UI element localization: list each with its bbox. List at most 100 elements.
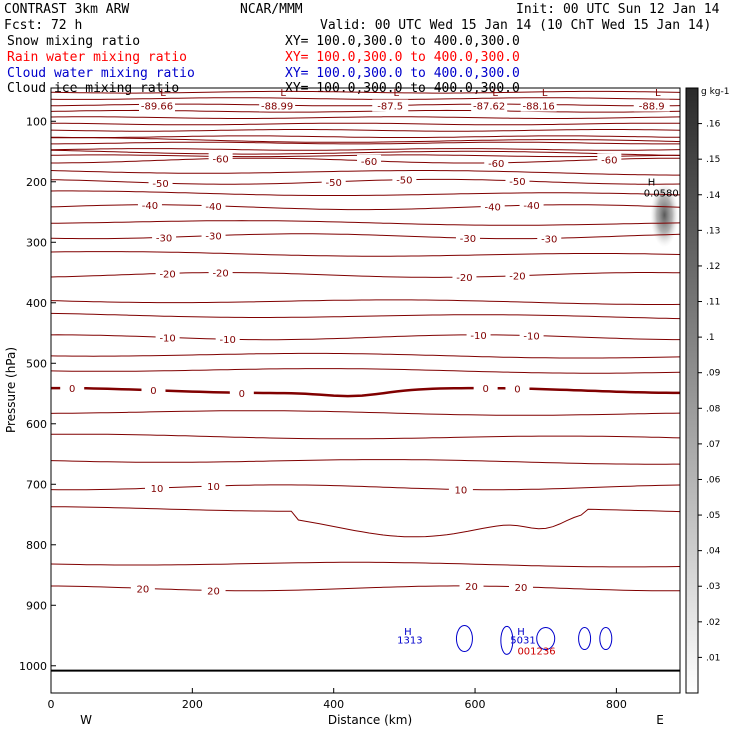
isotherm-label-bg <box>505 382 530 395</box>
x-axis-label: Distance (km) <box>328 713 412 727</box>
isotherm-label: 20 <box>207 586 220 597</box>
isotherm-label-bg <box>148 177 173 190</box>
cloud-water-contour <box>455 625 473 653</box>
isotherm-label-bg <box>229 386 254 399</box>
isotherm-label: -40 <box>523 201 539 212</box>
low-marker: L <box>542 88 548 99</box>
isotherm-label: 0 <box>239 389 245 400</box>
isotherm-label: -20 <box>159 269 175 280</box>
isotherm-line <box>50 312 681 320</box>
header-model: CONTRAST 3km ARW <box>4 2 129 17</box>
cloud-water-high-marker: H <box>404 627 412 638</box>
y-axis: 100 200 300 400 500 600 700 800 900 1000 <box>19 115 56 673</box>
field-snow-xy: XY= 100.0,300.0 to 400.0,300.0 <box>285 34 520 49</box>
isotherm-line <box>50 251 681 257</box>
isotherm-label: -30 <box>541 234 557 245</box>
minimum-label: -87.62 <box>473 102 505 113</box>
field-cloudwater-name: Cloud water mixing ratio <box>7 66 195 81</box>
colorbar-tick-label: .06 <box>706 475 721 485</box>
isotherm-label: -10 <box>470 331 486 342</box>
isotherm-label: -10 <box>159 333 175 344</box>
isotherm-label-bg <box>208 152 233 165</box>
x-tick-label: 200 <box>182 698 203 711</box>
rain-max-label: 001236 <box>517 647 555 658</box>
colorbar-tick-label: .09 <box>706 369 721 379</box>
x-axis-east-label: E <box>656 713 664 727</box>
colorbar-tick-label: .07 <box>706 440 720 450</box>
isotherm-label: -60 <box>361 157 377 168</box>
x-axis-west-label: W <box>80 713 92 727</box>
cloud-water-max-label: 5031 <box>510 635 535 646</box>
minimum-label: -88.99 <box>261 102 293 113</box>
isotherm-label-bg <box>137 198 162 211</box>
isotherm--20 <box>50 272 681 278</box>
minimum-label-bg <box>139 99 176 112</box>
isotherm-label-bg <box>519 329 544 342</box>
isotherm-label: -20 <box>456 273 472 284</box>
isotherm-label-bg <box>480 200 505 213</box>
isotherm-line <box>50 368 681 374</box>
isotherm-label: -30 <box>460 234 476 245</box>
minimum-label: -88.16 <box>523 102 555 113</box>
isotherm-label-bg <box>155 267 180 280</box>
colorbar-tick-label: .08 <box>706 404 721 414</box>
isotherm-label: -60 <box>212 155 228 166</box>
isotherm-label-bg <box>201 229 226 242</box>
isotherm-label-bg <box>597 153 622 166</box>
isotherm-line <box>50 299 681 305</box>
isotherm-label: 0 <box>150 386 156 397</box>
minimum-label: -87.5 <box>377 102 403 113</box>
isotherm-label-bg <box>201 480 226 493</box>
isotherm-label: -10 <box>220 335 236 346</box>
snow-max-marker: H <box>648 177 656 188</box>
stratosphere-isotherm <box>50 129 681 132</box>
colorbar: g kg-1 .01 .02 .03 .04 .05 .06 .07 .08 .09 .1 .11.… <box>685 87 729 694</box>
cloud-water-contour <box>578 627 592 651</box>
plot-area: -60 -60 -60 -60 -50 -50 -50 -50 -40 -40 -40 -40 -30 -… <box>50 88 681 672</box>
colorbar-tick-label: .14 <box>706 191 721 201</box>
y-tick-label: 300 <box>26 236 47 249</box>
isotherm-line <box>51 506 681 538</box>
y-tick-label: 700 <box>26 478 47 491</box>
stratosphere-isotherm <box>50 90 681 94</box>
isotherm-label-bg <box>392 173 417 186</box>
isotherm-label-bg <box>484 156 509 169</box>
snow-max-label: 0.0580 <box>644 189 679 200</box>
minimum-label-bg <box>633 99 670 112</box>
y-tick-label: 500 <box>26 357 47 370</box>
field-snow-name: Snow mixing ratio <box>7 34 140 49</box>
field-rain-name: Rain water mixing ratio <box>7 50 187 65</box>
isotherm-label-bg <box>537 232 562 245</box>
low-marker: L <box>280 88 286 99</box>
minimum-label: -88.9 <box>639 102 665 113</box>
isotherm-label-bg <box>208 266 233 279</box>
y-tick-label: 1000 <box>19 660 47 673</box>
cloud-water-contour <box>599 627 613 651</box>
minimum-label-bg <box>471 99 508 112</box>
isotherm-label-bg <box>130 582 155 595</box>
cloud-water-high-marker: H <box>517 627 525 638</box>
isotherm-label-bg <box>155 331 180 344</box>
isotherm-label: -20 <box>212 269 228 280</box>
isotherm-label-bg <box>519 199 544 212</box>
y-tick-label: 800 <box>26 539 47 552</box>
stratosphere-isotherm <box>51 141 680 145</box>
isotherm-label: -50 <box>152 179 168 190</box>
isotherm-label-bg <box>505 269 530 282</box>
colorbar-tick-label: .05 <box>706 511 720 521</box>
isotherm-label: -40 <box>205 202 221 213</box>
header-init: Init: 00 UTC Sun 12 Jan 14 <box>516 2 720 17</box>
isotherm-label: 0 <box>482 384 488 395</box>
colorbar-tick-label: .01 <box>706 653 720 663</box>
isotherm-label: -20 <box>509 272 525 283</box>
isotherm-20 <box>51 585 681 592</box>
isotherm-label: 0 <box>514 384 520 395</box>
stratosphere-isotherm <box>50 116 681 119</box>
y-tick-label: 600 <box>26 418 47 431</box>
x-tick-label: 0 <box>48 698 55 711</box>
isotherm-label: -50 <box>396 176 412 187</box>
isotherm-line <box>50 459 680 465</box>
isotherm-label: -60 <box>488 159 504 170</box>
minimum-label-bg <box>372 99 409 112</box>
